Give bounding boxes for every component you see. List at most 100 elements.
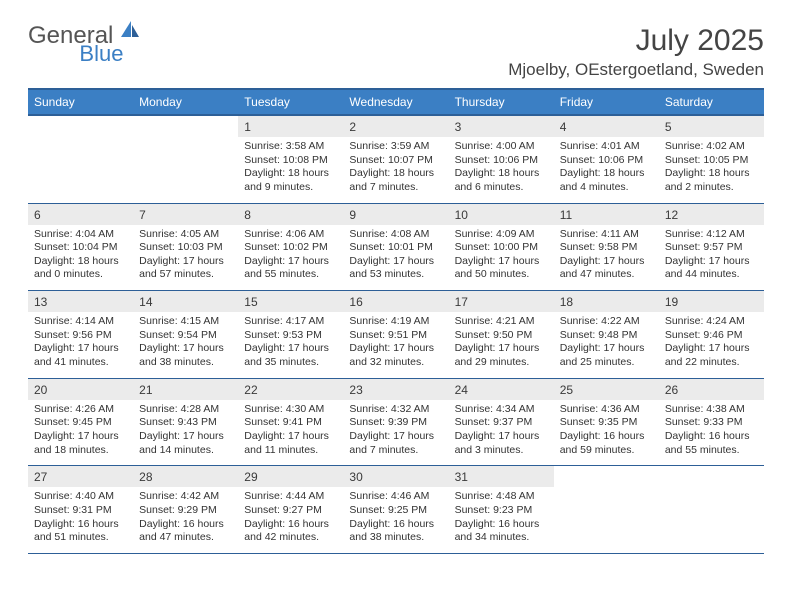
- day-number: 28: [133, 466, 238, 487]
- weekday-header-row: SundayMondayTuesdayWednesdayThursdayFrid…: [28, 89, 764, 115]
- sunrise-line: Sunrise: 4:32 AM: [349, 403, 442, 417]
- day-number: 14: [133, 291, 238, 312]
- calendar-day-cell: 23Sunrise: 4:32 AMSunset: 9:39 PMDayligh…: [343, 378, 448, 466]
- day-number: 1: [238, 116, 343, 137]
- day-number: 18: [554, 291, 659, 312]
- sunrise-line: Sunrise: 4:00 AM: [455, 140, 548, 154]
- day-body: Sunrise: 4:36 AMSunset: 9:35 PMDaylight:…: [554, 400, 659, 466]
- daylight-line: Daylight: 17 hours and 38 minutes.: [139, 342, 232, 369]
- location: Mjoelby, OEstergoetland, Sweden: [508, 60, 764, 80]
- daylight-line: Daylight: 17 hours and 55 minutes.: [244, 255, 337, 282]
- sunrise-line: Sunrise: 4:40 AM: [34, 490, 127, 504]
- calendar-day-cell: 2Sunrise: 3:59 AMSunset: 10:07 PMDayligh…: [343, 115, 448, 203]
- sunset-line: Sunset: 9:43 PM: [139, 416, 232, 430]
- sunset-line: Sunset: 9:31 PM: [34, 504, 127, 518]
- title-block: July 2025 Mjoelby, OEstergoetland, Swede…: [508, 24, 764, 80]
- day-body: Sunrise: 4:04 AMSunset: 10:04 PMDaylight…: [28, 225, 133, 291]
- day-number: 24: [449, 379, 554, 400]
- calendar-day-cell: 29Sunrise: 4:44 AMSunset: 9:27 PMDayligh…: [238, 466, 343, 554]
- sunrise-line: Sunrise: 4:48 AM: [455, 490, 548, 504]
- day-body: Sunrise: 4:12 AMSunset: 9:57 PMDaylight:…: [659, 225, 764, 291]
- calendar-day-cell: [554, 466, 659, 554]
- day-number: 15: [238, 291, 343, 312]
- sunrise-line: Sunrise: 4:26 AM: [34, 403, 127, 417]
- sunrise-line: Sunrise: 4:28 AM: [139, 403, 232, 417]
- sunrise-line: Sunrise: 4:12 AM: [665, 228, 758, 242]
- daylight-line: Daylight: 18 hours and 7 minutes.: [349, 167, 442, 194]
- day-number: 30: [343, 466, 448, 487]
- daylight-line: Daylight: 18 hours and 2 minutes.: [665, 167, 758, 194]
- sunset-line: Sunset: 9:48 PM: [560, 329, 653, 343]
- sunset-line: Sunset: 9:58 PM: [560, 241, 653, 255]
- day-body: Sunrise: 4:22 AMSunset: 9:48 PMDaylight:…: [554, 312, 659, 378]
- daylight-line: Daylight: 16 hours and 42 minutes.: [244, 518, 337, 545]
- calendar-day-cell: 22Sunrise: 4:30 AMSunset: 9:41 PMDayligh…: [238, 378, 343, 466]
- weekday-header: Saturday: [659, 89, 764, 115]
- calendar-day-cell: 17Sunrise: 4:21 AMSunset: 9:50 PMDayligh…: [449, 291, 554, 379]
- sunrise-line: Sunrise: 4:04 AM: [34, 228, 127, 242]
- sunset-line: Sunset: 10:06 PM: [455, 154, 548, 168]
- daylight-line: Daylight: 17 hours and 53 minutes.: [349, 255, 442, 282]
- header: General Blue July 2025 Mjoelby, OEstergo…: [28, 24, 764, 80]
- day-body: Sunrise: 4:42 AMSunset: 9:29 PMDaylight:…: [133, 487, 238, 553]
- calendar-day-cell: 4Sunrise: 4:01 AMSunset: 10:06 PMDayligh…: [554, 115, 659, 203]
- day-number: 10: [449, 204, 554, 225]
- daylight-line: Daylight: 17 hours and 22 minutes.: [665, 342, 758, 369]
- daylight-line: Daylight: 17 hours and 18 minutes.: [34, 430, 127, 457]
- day-body: Sunrise: 4:40 AMSunset: 9:31 PMDaylight:…: [28, 487, 133, 553]
- day-body: Sunrise: 4:17 AMSunset: 9:53 PMDaylight:…: [238, 312, 343, 378]
- calendar-day-cell: 28Sunrise: 4:42 AMSunset: 9:29 PMDayligh…: [133, 466, 238, 554]
- day-number: 7: [133, 204, 238, 225]
- sunset-line: Sunset: 9:54 PM: [139, 329, 232, 343]
- day-number: 20: [28, 379, 133, 400]
- daylight-line: Daylight: 17 hours and 32 minutes.: [349, 342, 442, 369]
- sunrise-line: Sunrise: 4:15 AM: [139, 315, 232, 329]
- day-number: 9: [343, 204, 448, 225]
- sunset-line: Sunset: 10:01 PM: [349, 241, 442, 255]
- day-body: Sunrise: 4:05 AMSunset: 10:03 PMDaylight…: [133, 225, 238, 291]
- calendar-day-cell: 31Sunrise: 4:48 AMSunset: 9:23 PMDayligh…: [449, 466, 554, 554]
- sunrise-line: Sunrise: 4:01 AM: [560, 140, 653, 154]
- day-number: 12: [659, 204, 764, 225]
- calendar-day-cell: 19Sunrise: 4:24 AMSunset: 9:46 PMDayligh…: [659, 291, 764, 379]
- daylight-line: Daylight: 17 hours and 57 minutes.: [139, 255, 232, 282]
- calendar-day-cell: 20Sunrise: 4:26 AMSunset: 9:45 PMDayligh…: [28, 378, 133, 466]
- day-body: Sunrise: 4:15 AMSunset: 9:54 PMDaylight:…: [133, 312, 238, 378]
- daylight-line: Daylight: 18 hours and 9 minutes.: [244, 167, 337, 194]
- day-body: Sunrise: 4:46 AMSunset: 9:25 PMDaylight:…: [343, 487, 448, 553]
- sunrise-line: Sunrise: 4:44 AM: [244, 490, 337, 504]
- sunrise-line: Sunrise: 4:34 AM: [455, 403, 548, 417]
- sunrise-line: Sunrise: 3:59 AM: [349, 140, 442, 154]
- calendar-day-cell: 25Sunrise: 4:36 AMSunset: 9:35 PMDayligh…: [554, 378, 659, 466]
- weekday-header: Wednesday: [343, 89, 448, 115]
- sunset-line: Sunset: 9:56 PM: [34, 329, 127, 343]
- calendar-day-cell: 16Sunrise: 4:19 AMSunset: 9:51 PMDayligh…: [343, 291, 448, 379]
- weekday-header: Thursday: [449, 89, 554, 115]
- sunrise-line: Sunrise: 4:02 AM: [665, 140, 758, 154]
- calendar-day-cell: 6Sunrise: 4:04 AMSunset: 10:04 PMDayligh…: [28, 203, 133, 291]
- day-number: 6: [28, 204, 133, 225]
- daylight-line: Daylight: 17 hours and 11 minutes.: [244, 430, 337, 457]
- daylight-line: Daylight: 17 hours and 41 minutes.: [34, 342, 127, 369]
- daylight-line: Daylight: 16 hours and 38 minutes.: [349, 518, 442, 545]
- sunset-line: Sunset: 10:04 PM: [34, 241, 127, 255]
- sunset-line: Sunset: 9:25 PM: [349, 504, 442, 518]
- daylight-line: Daylight: 18 hours and 0 minutes.: [34, 255, 127, 282]
- sunset-line: Sunset: 10:06 PM: [560, 154, 653, 168]
- day-number: 26: [659, 379, 764, 400]
- calendar-day-cell: 1Sunrise: 3:58 AMSunset: 10:08 PMDayligh…: [238, 115, 343, 203]
- day-body: Sunrise: 3:58 AMSunset: 10:08 PMDaylight…: [238, 137, 343, 203]
- day-body: Sunrise: 4:00 AMSunset: 10:06 PMDaylight…: [449, 137, 554, 203]
- sunset-line: Sunset: 9:27 PM: [244, 504, 337, 518]
- day-body: Sunrise: 4:28 AMSunset: 9:43 PMDaylight:…: [133, 400, 238, 466]
- daylight-line: Daylight: 16 hours and 34 minutes.: [455, 518, 548, 545]
- calendar-day-cell: 24Sunrise: 4:34 AMSunset: 9:37 PMDayligh…: [449, 378, 554, 466]
- calendar-day-cell: 15Sunrise: 4:17 AMSunset: 9:53 PMDayligh…: [238, 291, 343, 379]
- calendar-day-cell: 8Sunrise: 4:06 AMSunset: 10:02 PMDayligh…: [238, 203, 343, 291]
- day-body: Sunrise: 4:21 AMSunset: 9:50 PMDaylight:…: [449, 312, 554, 378]
- sunset-line: Sunset: 9:35 PM: [560, 416, 653, 430]
- day-body: Sunrise: 4:01 AMSunset: 10:06 PMDaylight…: [554, 137, 659, 203]
- day-number: 4: [554, 116, 659, 137]
- calendar-week-row: 1Sunrise: 3:58 AMSunset: 10:08 PMDayligh…: [28, 115, 764, 203]
- sunrise-line: Sunrise: 4:17 AM: [244, 315, 337, 329]
